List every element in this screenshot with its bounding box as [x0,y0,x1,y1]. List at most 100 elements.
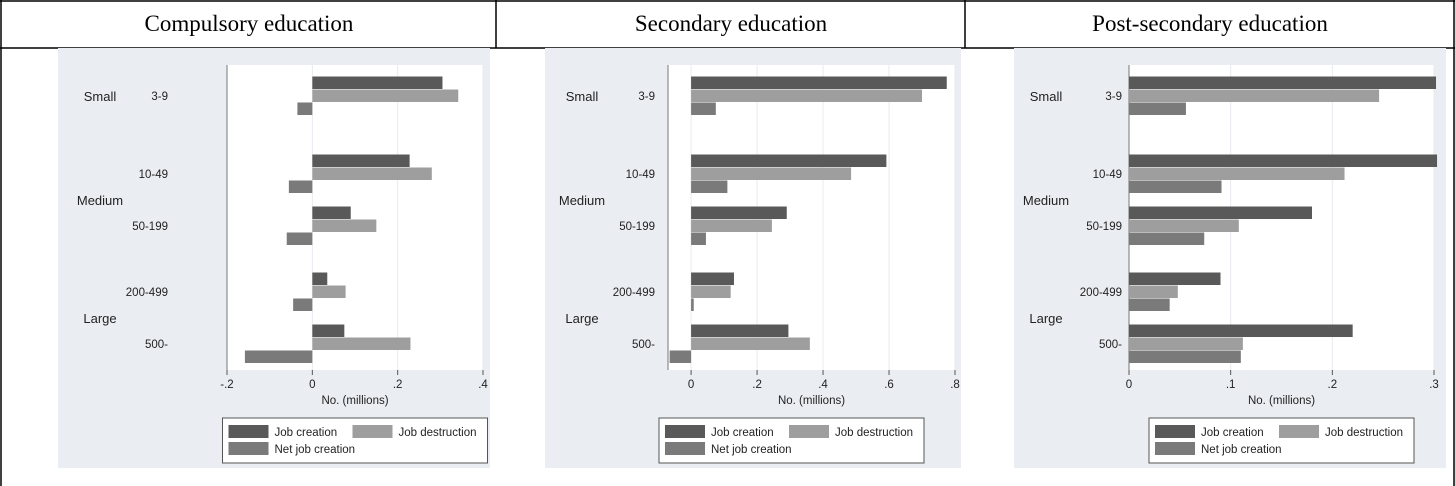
group-label: Small [1030,89,1063,104]
bar-net-job-creation-3-9 [691,102,716,115]
category-label: 500- [632,339,655,351]
group-label: Medium [1023,193,1069,208]
bar-net-job-creation-50-199 [691,232,706,245]
category-label: 500- [145,339,168,351]
x-tick-label: .4 [818,379,828,391]
legend-swatch-net-job-creation [665,442,705,455]
x-tick-label: .8 [950,379,960,391]
bar-job-destruction-500 [1129,337,1243,350]
bar-net-job-creation-3-9 [297,102,313,115]
x-axis-title: No. (millions) [321,395,388,407]
bar-job-creation-50-199 [1129,206,1312,219]
chart-secondary-education: 3-9 10-49 50-199 200-499 500- Small Medium Larg… [545,48,961,468]
bar-job-creation-500 [691,324,789,337]
bar-job-destruction-10-49 [691,167,852,180]
group-label: Medium [559,193,605,208]
x-tick-label: .1 [1226,379,1236,391]
bar-job-creation-3-9 [691,76,947,89]
category-label: 3-9 [638,91,655,103]
bar-net-job-creation-50-199 [286,232,313,245]
bar-job-destruction-3-9 [1129,89,1380,102]
group-label: Medium [77,193,123,208]
legend-swatch-job-destruction [352,425,393,438]
bar-job-creation-50-199 [312,206,351,219]
bar-job-creation-200-499 [1129,272,1221,285]
x-tick-label: 0 [1126,379,1132,391]
bar-job-creation-3-9 [312,76,443,89]
bar-net-job-creation-50-199 [1129,232,1205,245]
bar-job-creation-200-499 [312,272,328,285]
plot-area [227,65,483,370]
bar-job-destruction-200-499 [1129,285,1178,298]
bar-net-job-creation-10-49 [691,180,728,193]
bar-net-job-creation-200-499 [1129,298,1170,311]
x-tick-label: .4 [478,379,488,391]
legend-box [222,417,488,464]
category-label: 200-499 [613,287,655,299]
legend-swatch-job-creation [1155,425,1195,438]
bar-job-creation-10-49 [691,154,887,167]
x-tick-label: .2 [393,379,403,391]
legend-label-net-job-creation: Net job creation [275,444,356,456]
bar-job-destruction-200-499 [691,285,731,298]
x-tick-label: -.2 [220,379,233,391]
bar-job-destruction-500 [312,337,411,350]
x-tick-label: 0 [688,379,694,391]
legend-label-job-destruction: Job destruction [835,427,913,439]
x-tick-label: .2 [752,379,762,391]
bar-job-destruction-3-9 [312,89,459,102]
group-label: Small [566,89,599,104]
bar-job-creation-500 [1129,324,1353,337]
category-label: 50-199 [132,221,168,233]
legend-label-job-destruction: Job destruction [1325,427,1403,439]
category-label: 200-499 [126,287,168,299]
category-label: 10-49 [139,169,168,181]
legend-swatch-job-destruction [789,425,829,438]
bar-net-job-creation-3-9 [1129,102,1186,115]
group-label: Large [1029,311,1062,326]
group-label: Large [565,311,598,326]
x-axis-title: No. (millions) [778,395,845,407]
bar-net-job-creation-10-49 [1129,180,1222,193]
bar-job-destruction-50-199 [312,219,377,232]
panel-title-secondary: Secondary education [634,11,828,36]
bar-net-job-creation-500 [244,350,313,363]
legend-swatch-job-creation [665,425,705,438]
bar-job-creation-500 [312,324,345,337]
legend-swatch-job-destruction [1279,425,1319,438]
bar-job-destruction-50-199 [1129,219,1239,232]
legend-label-job-creation: Job creation [1201,427,1264,439]
bar-job-creation-200-499 [691,272,734,285]
x-tick-label: 0 [309,379,315,391]
legend-swatch-net-job-creation [1155,442,1195,455]
chart-post-secondary-education: 3-9 10-49 50-199 200-499 500- Small Medium Larg… [1014,48,1446,468]
group-label: Small [84,89,117,104]
legend-swatch-net-job-creation [228,442,269,455]
bar-job-destruction-10-49 [1129,167,1345,180]
legend-label-net-job-creation: Net job creation [1201,444,1282,456]
bar-job-destruction-10-49 [312,167,432,180]
x-tick-label: .6 [884,379,894,391]
legend-label-job-creation: Job creation [711,427,774,439]
x-tick-label: .2 [1328,379,1338,391]
bar-job-destruction-50-199 [691,219,772,232]
bar-job-creation-10-49 [1129,154,1438,167]
bar-job-destruction-3-9 [691,89,923,102]
bar-net-job-creation-500 [1129,350,1241,363]
category-label: 500- [1099,339,1122,351]
panel-title-post-secondary: Post-secondary education [1092,11,1328,36]
bar-job-destruction-500 [691,337,810,350]
bar-net-job-creation-500 [669,350,692,363]
bar-job-creation-3-9 [1129,76,1437,89]
category-label: 10-49 [626,169,655,181]
legend-label-job-creation: Job creation [275,427,338,439]
legend-swatch-job-creation [228,425,269,438]
category-label: 3-9 [1105,91,1122,103]
bar-job-creation-10-49 [312,154,410,167]
legend-box [658,417,925,464]
category-label: 10-49 [1093,169,1122,181]
category-label: 3-9 [151,91,168,103]
chart-compulsory-education: 3-9 10-49 50-199 200-499 500- Small Medium Larg… [58,48,490,468]
x-tick-label: .3 [1429,379,1439,391]
bar-job-creation-50-199 [691,206,787,219]
